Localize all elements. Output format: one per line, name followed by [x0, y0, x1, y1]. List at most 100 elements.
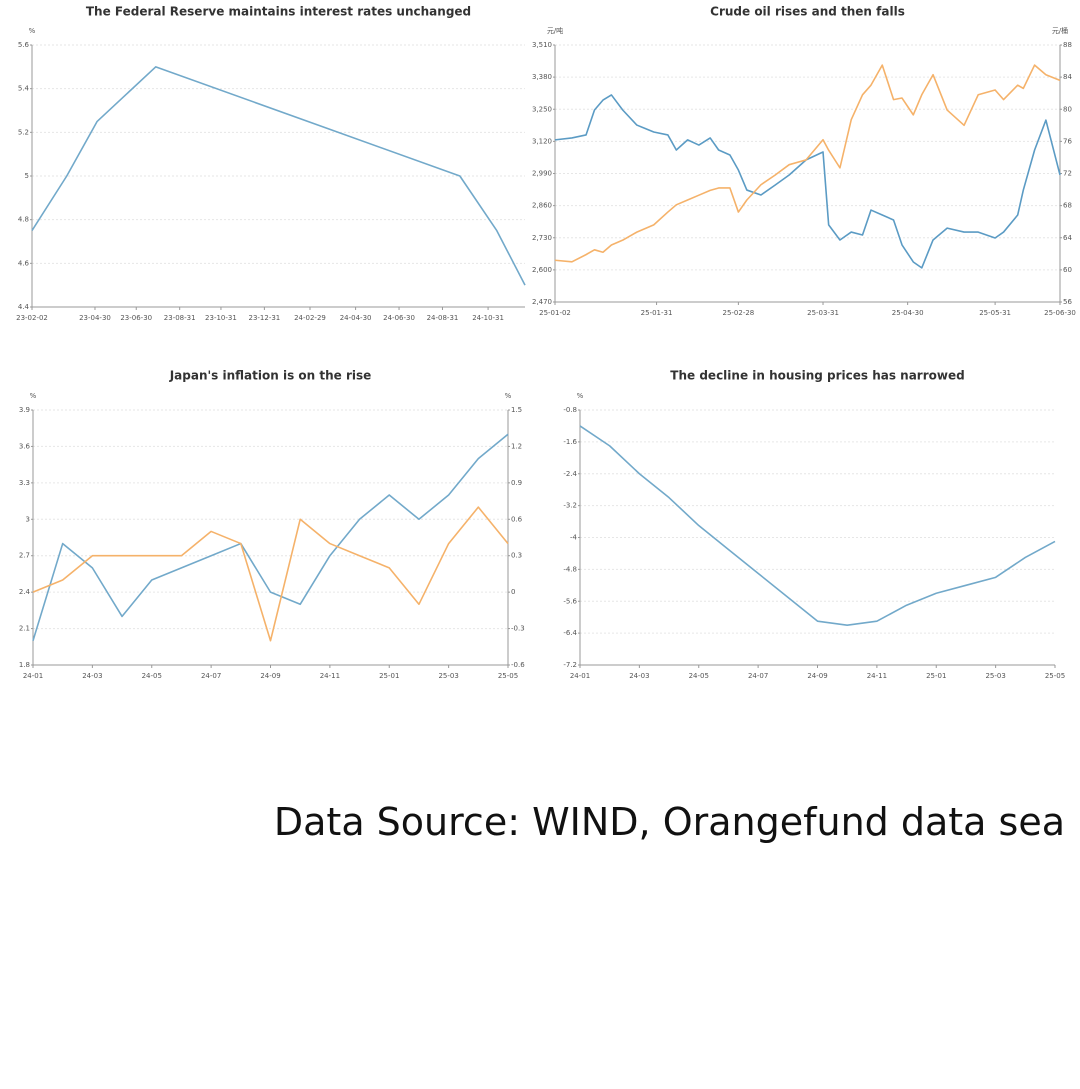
x-tick-label: 24-09: [807, 672, 827, 680]
y-tick-label: 2.7: [19, 552, 30, 560]
x-tick-label: 25-05-31: [979, 309, 1011, 317]
x-tick-label: 25-03-31: [807, 309, 839, 317]
y-tick-label: 3.9: [19, 406, 30, 414]
y-tick-label: 76: [1063, 137, 1072, 145]
x-tick-label: 25-03: [438, 672, 458, 680]
x-tick-label: 24-07: [748, 672, 768, 680]
y-tick-label: 0.6: [511, 515, 523, 523]
x-tick-label: 25-01: [379, 672, 399, 680]
series-line: [31, 66, 526, 286]
x-tick-label: 24-11: [867, 672, 887, 680]
y-tick-label: 56: [1063, 298, 1072, 306]
caption: Data Source: WIND, Orangefund data sea: [273, 800, 1065, 844]
y-tick-label: 3.6: [19, 442, 31, 450]
series-line: [32, 506, 509, 642]
y-tick-label: 72: [1063, 170, 1072, 178]
series-line: [32, 433, 509, 641]
y-tick-label: 5.4: [18, 85, 30, 93]
y-tick-label: 4.8: [18, 216, 29, 224]
y-tick-label: 2.4: [19, 588, 31, 596]
y-tick-label: 1.2: [511, 442, 522, 450]
x-tick-label: 23-06-30: [120, 314, 152, 322]
x-tick-label: 25-03: [985, 672, 1005, 680]
y-tick-label: -7.2: [563, 661, 577, 669]
y-tick-label: 2.1: [19, 625, 30, 633]
x-tick-label: 24-06-30: [383, 314, 415, 322]
chart-title: Japan's inflation is on the rise: [169, 369, 372, 383]
x-tick-label: 24-04-30: [340, 314, 372, 322]
x-tick-label: 24-01: [570, 672, 590, 680]
y-tick-label: 2,990: [532, 170, 552, 178]
x-tick-label: 24-03: [629, 672, 649, 680]
y-tick-label: 5.2: [18, 128, 29, 136]
y-tick-label: 3,120: [532, 137, 552, 145]
x-tick-label: 24-02-29: [294, 314, 326, 322]
y-tick-label: -6.4: [563, 629, 577, 637]
x-tick-label: 24-11: [320, 672, 340, 680]
chart-title: Crude oil rises and then falls: [710, 5, 905, 19]
y-tick-label: -0.3: [511, 625, 525, 633]
y-tick-label: 0: [511, 588, 515, 596]
x-tick-label: 25-04-30: [892, 309, 924, 317]
y-tick-label: -5.6: [563, 597, 577, 605]
x-tick-label: 23-10-31: [205, 314, 237, 322]
x-tick-label: 24-01: [23, 672, 43, 680]
series-line: [579, 425, 1056, 626]
x-tick-label: 24-03: [82, 672, 102, 680]
x-tick-label: 23-04-30: [79, 314, 111, 322]
x-tick-label: 24-07: [201, 672, 221, 680]
x-tick-label: 24-08-31: [427, 314, 459, 322]
x-tick-label: 24-05: [142, 672, 162, 680]
y-tick-label: 3.3: [19, 479, 30, 487]
chart-title: The Federal Reserve maintains interest r…: [86, 5, 471, 19]
y-tick-label: 60: [1063, 266, 1072, 274]
y-tick-label: 3,510: [532, 41, 552, 49]
y-tick-label: 3,250: [532, 105, 552, 113]
y-tick-label: 2,860: [532, 202, 552, 210]
x-tick-label: 23-02-02: [16, 314, 48, 322]
x-tick-label: 25-01: [926, 672, 946, 680]
y-tick-label: 64: [1063, 234, 1072, 242]
y-axis-unit: %: [29, 27, 36, 35]
y-tick-label: 4.4: [18, 303, 30, 311]
x-tick-label: 25-02-28: [722, 309, 754, 317]
y-tick-label: 2,730: [532, 234, 552, 242]
y-tick-label: -1.6: [563, 438, 577, 446]
y-tick-label: 0.3: [511, 552, 522, 560]
x-tick-label: 24-05: [689, 672, 709, 680]
y-tick-label: 88: [1063, 41, 1072, 49]
y-axis-unit: %: [577, 392, 584, 400]
chart-title: The decline in housing prices has narrow…: [670, 369, 964, 383]
x-tick-label: 25-05: [1045, 672, 1065, 680]
y-tick-label: -4: [570, 534, 578, 542]
y-tick-label: 3,380: [532, 73, 552, 81]
y2-axis-unit: %: [505, 392, 512, 400]
x-tick-label: 24-09: [260, 672, 280, 680]
y-tick-label: -0.8: [563, 406, 577, 414]
x-tick-label: 23-08-31: [164, 314, 196, 322]
charts: The Federal Reserve maintains interest r…: [16, 5, 1076, 681]
y-tick-label: -4.8: [563, 565, 577, 573]
x-tick-label: 25-01-31: [641, 309, 673, 317]
y-tick-label: 84: [1063, 73, 1072, 81]
y-tick-label: 1.8: [19, 661, 30, 669]
x-tick-label: 24-10-31: [472, 314, 504, 322]
y-tick-label: 5: [25, 172, 29, 180]
y-tick-label: 1.5: [511, 406, 522, 414]
y-tick-label: -3.2: [563, 502, 577, 510]
y-tick-label: 2,600: [532, 266, 552, 274]
y-tick-label: -2.4: [563, 470, 577, 478]
y-axis-unit: %: [30, 392, 37, 400]
y-tick-label: 5.6: [18, 41, 30, 49]
y-tick-label: 4.6: [18, 259, 30, 267]
y-tick-label: 2,470: [532, 298, 552, 306]
y-tick-label: 80: [1063, 105, 1072, 113]
x-tick-label: 25-06-30: [1044, 309, 1076, 317]
y-axis-unit: 元/吨: [547, 26, 563, 35]
y2-axis-unit: 元/桶: [1052, 26, 1068, 35]
series-line: [554, 64, 1061, 263]
x-tick-label: 25-05: [498, 672, 518, 680]
y-tick-label: -0.6: [511, 661, 525, 669]
x-tick-label: 25-01-02: [539, 309, 571, 317]
